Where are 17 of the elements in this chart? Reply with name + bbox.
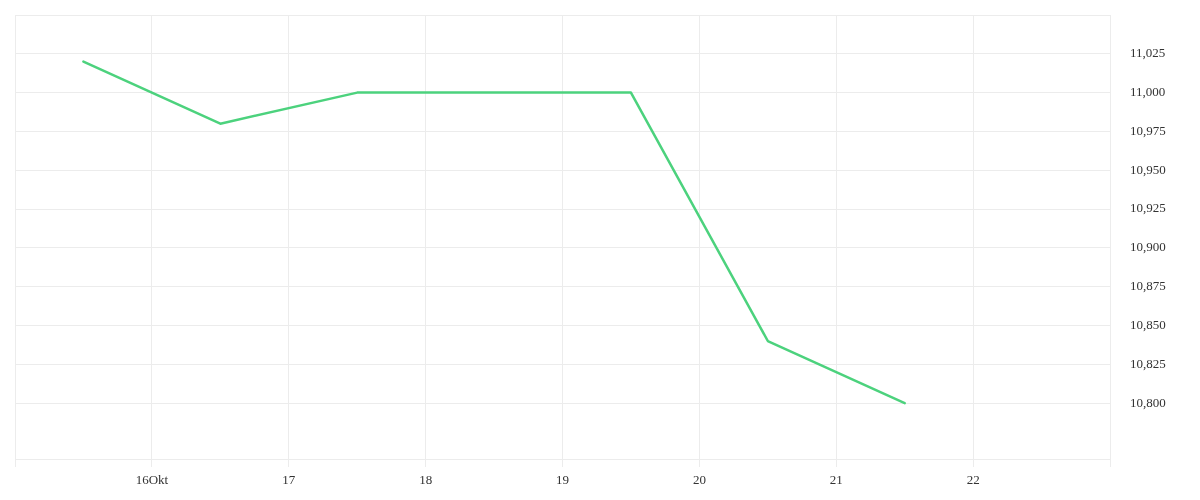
y-tick-label: 11,000 [1130,84,1166,100]
x-tick-label: 16Okt [135,472,169,488]
x-tick-label: 17 [282,472,296,488]
y-tick-label: 10,850 [1130,316,1166,332]
y-tick-label: 10,825 [1130,355,1166,371]
y-tick-label: 10,925 [1130,200,1166,216]
y-tick-label: 10,900 [1130,239,1166,255]
x-tick-label: 19 [556,472,569,488]
y-tick-label: 10,975 [1130,122,1166,138]
y-tick-label: 10,875 [1130,278,1166,294]
x-tick-label: 21 [829,472,843,488]
x-tick-label: 20 [692,472,706,488]
x-tick-label: 18 [419,472,433,488]
y-tick-label: 10,800 [1130,394,1166,410]
y-tick-label: 11,025 [1130,45,1166,61]
x-tick-label: 22 [966,472,980,488]
y-tick-label: 10,950 [1130,161,1166,177]
